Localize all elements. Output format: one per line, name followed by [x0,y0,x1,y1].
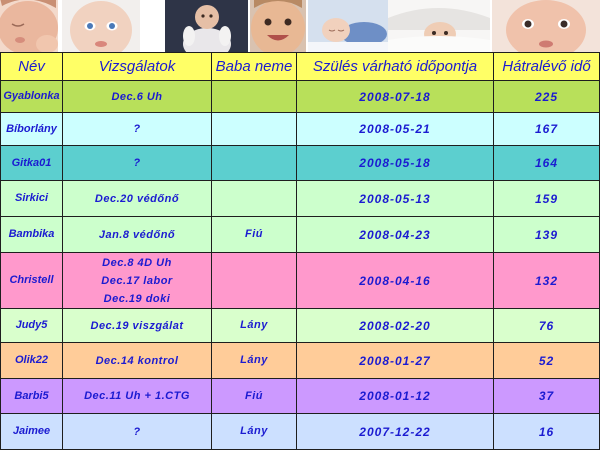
baby-smiling-photo [250,0,306,52]
header-gender: Baba neme [212,53,297,81]
baby-smiling-image [250,0,306,52]
due-date-cell: 2008-05-18 [297,146,494,181]
days-remaining-cell: 52 [494,343,600,379]
days-remaining-cell: 164 [494,146,600,181]
exam-cell: Dec.14 kontrol [63,343,212,379]
name-cell: Jaimee [0,414,63,450]
days-remaining-cell: 159 [494,181,600,217]
exam-entry: ? [133,157,141,169]
gender-cell [212,253,297,309]
exam-cell: ? [63,113,212,146]
name-cell: Gitka01 [0,146,63,181]
due-date-cell: 2008-01-12 [297,379,494,414]
days-remaining-cell: 16 [494,414,600,450]
gender-cell: Lány [212,343,297,379]
table-row: Gitka01 ? 2008-05-18 164 [0,146,600,181]
exam-cell: Dec.20 védőnő [63,181,212,217]
gender-cell [212,146,297,181]
table-header-row: Név Vizsgálatok Baba neme Szülés várható… [0,53,600,81]
table-row: Jaimee ? Lány 2007-12-22 16 [0,414,600,450]
baby-photo-banner [0,0,600,52]
days-remaining-cell: 76 [494,309,600,343]
days-remaining-cell: 167 [494,113,600,146]
exam-cell: Dec.11 Uh + 1.CTG [63,379,212,414]
exam-entry: Dec.6 Uh [111,90,163,103]
name-cell: Bambika [0,217,63,253]
baby-sleeping-blue-photo [308,0,388,52]
gender-cell [212,181,297,217]
table-row: Christell Dec.8 4D Uh Dec.17 labor Dec.1… [0,253,600,309]
baby-closeup-photo [492,0,600,52]
baby-sleeping-photo [0,0,58,52]
baby-sleeping-image [0,0,58,52]
exam-cell: ? [63,414,212,450]
table-row: Judy5 Dec.19 viszgálat Lány 2008-02-20 7… [0,309,600,343]
table-row: Bíborlány ? 2008-05-21 167 [0,113,600,146]
baby-under-blanket-photo [388,0,490,52]
due-date-cell: 2008-02-20 [297,309,494,343]
due-date-cell: 2008-04-23 [297,217,494,253]
table-row: Barbi5 Dec.11 Uh + 1.CTG Fiú 2008-01-12 … [0,379,600,414]
baby-face-image [62,0,140,52]
header-exams: Vizsgálatok [63,53,212,81]
table-row: Bambika Jan.8 védőnő Fiú 2008-04-23 139 [0,217,600,253]
baby-sleeping-blue-image [308,0,388,52]
header-name: Név [0,53,63,81]
days-remaining-cell: 37 [494,379,600,414]
header-due-date: Szülés várható időpontja [297,53,494,81]
exam-entry: Dec.19 doki [103,292,171,305]
exam-entry: Dec.14 kontrol [95,354,179,367]
name-cell: Gyablonka [0,81,63,113]
due-date-cell: 2008-01-27 [297,343,494,379]
table-row: Sirkici Dec.20 védőnő 2008-05-13 159 [0,181,600,217]
due-date-cell: 2008-05-21 [297,113,494,146]
baby-closeup-image [492,0,600,52]
due-date-cell: 2008-04-16 [297,253,494,309]
exam-cell: Dec.6 Uh [63,81,212,113]
exam-entry: Jan.8 védőnő [98,228,176,241]
table-row: Gyablonka Dec.6 Uh 2008-07-18 225 [0,81,600,113]
gender-cell [212,113,297,146]
days-remaining-cell: 225 [494,81,600,113]
header-days-remaining: Hátralévő idő [494,53,600,81]
days-remaining-cell: 139 [494,217,600,253]
name-cell: Bíborlány [0,113,63,146]
exam-entry: ? [133,123,141,135]
gender-cell [212,81,297,113]
exam-cell: Dec.8 4D Uh Dec.17 labor Dec.19 doki [63,253,212,309]
baby-sitting-photo [165,0,248,52]
exam-cell: Dec.19 viszgálat [63,309,212,343]
gender-cell: Fiú [212,217,297,253]
due-date-cell: 2007-12-22 [297,414,494,450]
name-cell: Olik22 [0,343,63,379]
exam-entry: Dec.19 viszgálat [90,319,184,332]
exam-cell: ? [63,146,212,181]
name-cell: Judy5 [0,309,63,343]
exam-entry: Dec.8 4D Uh [102,256,172,269]
gender-cell: Lány [212,414,297,450]
exam-cell: Jan.8 védőnő [63,217,212,253]
exam-entry: Dec.20 védőnő [94,192,180,205]
exam-entry: Dec.17 labor [101,274,173,287]
exam-entry: ? [133,425,141,438]
name-cell: Sirkici [0,181,63,217]
gender-cell: Lány [212,309,297,343]
name-cell: Christell [0,253,63,309]
name-cell: Barbi5 [0,379,63,414]
due-date-cell: 2008-07-18 [297,81,494,113]
baby-face-photo [62,0,140,52]
due-date-cell: 2008-05-13 [297,181,494,217]
gender-cell: Fiú [212,379,297,414]
days-remaining-cell: 132 [494,253,600,309]
due-date-table: Név Vizsgálatok Baba neme Szülés várható… [0,52,600,450]
baby-under-blanket-image [388,0,490,52]
exam-entry: Dec.11 Uh + 1.CTG [84,390,190,402]
table-row: Olik22 Dec.14 kontrol Lány 2008-01-27 52 [0,343,600,379]
baby-sitting-image [165,0,248,52]
